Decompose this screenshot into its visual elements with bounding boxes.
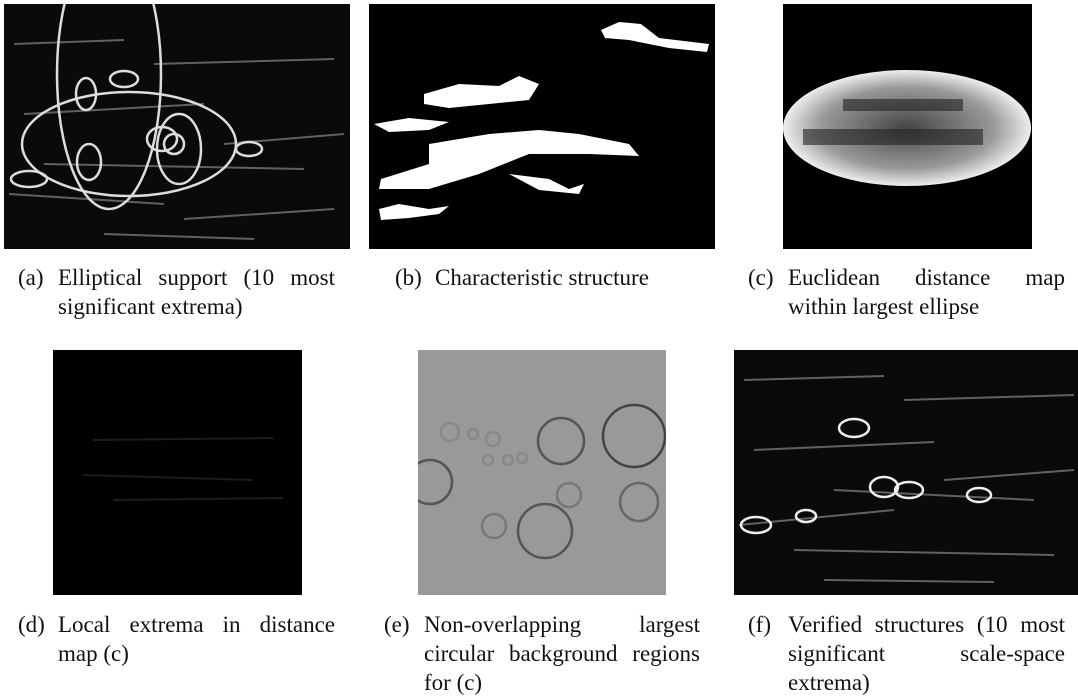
caption-d: (d) Local extrema in distance map (c): [18, 610, 335, 668]
image-d: [53, 350, 302, 595]
page: {"panels": [ {"label": "(a)", "caption":…: [0, 0, 1078, 697]
caption-text: Verified structures (10 most significant…: [788, 610, 1065, 697]
caption-label: (d): [18, 610, 58, 668]
caption-label: (c): [748, 263, 788, 321]
caption-text: Elliptical support (10 most significant …: [58, 263, 335, 321]
caption-text: Local extrema in distance map (c): [58, 610, 335, 668]
caption-f: (f) Verified structures (10 most signifi…: [748, 610, 1065, 697]
caption-label: (e): [384, 610, 424, 697]
caption-b: (b) Characteristic structure: [395, 263, 695, 292]
caption-e: (e) Non-overlapping largest circular bac…: [384, 610, 700, 697]
caption-label: (f): [748, 610, 788, 697]
image-e: [418, 350, 666, 595]
caption-text: Characteristic structure: [435, 263, 695, 292]
image-f: [734, 350, 1078, 595]
caption-text: Non-overlapping largest circular backgro…: [424, 610, 700, 697]
caption-a: (a) Elliptical support (10 most signific…: [18, 263, 335, 321]
image-a: [4, 4, 350, 249]
image-c: [783, 4, 1032, 249]
caption-c: (c) Euclidean distance map within larges…: [748, 263, 1065, 321]
caption-text: Euclidean distance map within largest el…: [788, 263, 1065, 321]
caption-label: (b): [395, 263, 435, 292]
image-b: [369, 4, 715, 249]
caption-label: (a): [18, 263, 58, 321]
